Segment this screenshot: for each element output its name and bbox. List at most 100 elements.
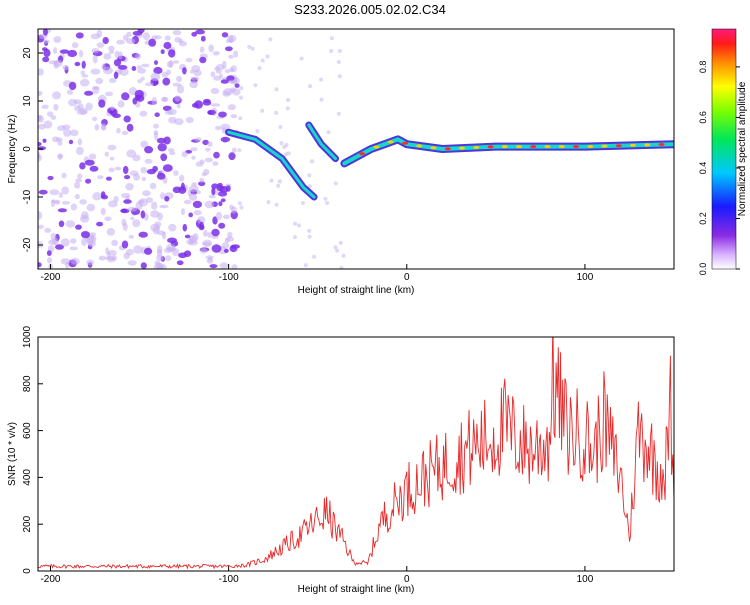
noise-blob (276, 183, 281, 188)
noise-blob (260, 108, 265, 113)
noise-blob (116, 39, 125, 45)
noise-blob (75, 224, 82, 230)
noise-blob (132, 219, 141, 228)
trace-hotspot (473, 146, 480, 149)
noise-blob (307, 234, 312, 239)
noise-blob (130, 216, 135, 221)
noise-blob (163, 136, 171, 145)
trace-hotspot (573, 145, 579, 149)
noise-blob (207, 141, 213, 147)
trace-hotspot (373, 145, 380, 149)
noise-blob (86, 203, 96, 212)
noise-blob (53, 36, 62, 43)
noise-blob (232, 88, 241, 96)
noise-blob (292, 235, 297, 240)
noise-blob (199, 159, 205, 165)
noise-blob (228, 79, 238, 85)
noise-blob (164, 110, 173, 115)
x-tick-label: 100 (577, 574, 594, 585)
noise-blob (132, 30, 143, 36)
noise-blob (74, 181, 81, 189)
noise-blob (220, 79, 229, 84)
noise-blob (208, 44, 214, 53)
noise-blob (303, 263, 308, 268)
noise-blob (216, 185, 224, 192)
noise-blob (204, 200, 215, 209)
noise-blob (172, 82, 182, 87)
noise-blob (53, 103, 59, 111)
noise-blob (220, 136, 231, 143)
noise-blob (68, 81, 77, 91)
noise-blob (274, 110, 279, 115)
noise-blob (68, 98, 78, 107)
noise-blob (38, 211, 43, 220)
noise-blob (74, 193, 80, 200)
y-tick-label: 1000 (22, 325, 33, 348)
noise-blob (218, 222, 226, 229)
noise-blob (104, 151, 110, 157)
trace-hotspot (530, 145, 537, 149)
noise-blob (70, 203, 78, 211)
snr-plot-area (38, 337, 674, 571)
spectrogram-features (38, 29, 674, 269)
noise-blob (255, 129, 260, 134)
noise-blob (92, 86, 100, 90)
noise-blob (141, 176, 147, 182)
noise-blob (88, 153, 97, 160)
noise-blob (125, 38, 136, 44)
trace-hotspot (359, 152, 366, 156)
noise-blob (126, 149, 137, 158)
y-tick-label: -20 (22, 237, 33, 252)
noise-blob (135, 201, 143, 210)
noise-blob (230, 65, 237, 73)
noise-blob (144, 82, 154, 87)
noise-blob (140, 210, 146, 219)
noise-blob (341, 253, 346, 258)
noise-blob (164, 35, 171, 41)
noise-blob (113, 71, 119, 80)
colorbar-tick-label: 0.8 (698, 61, 708, 74)
noise-blob (70, 257, 80, 265)
noise-blob (92, 116, 98, 122)
noise-blob (42, 47, 48, 51)
noise-blob (201, 172, 207, 177)
colorbar-ticks: 0.0 0.2 0.4 0.6 0.8 (698, 61, 740, 275)
noise-blob (233, 50, 239, 58)
noise-blob (333, 245, 338, 250)
noise-blob (75, 178, 83, 183)
noise-blob (118, 51, 123, 60)
noise-blob (61, 201, 71, 205)
noise-blob (307, 184, 312, 189)
noise-blob (179, 41, 187, 47)
noise-blob (47, 257, 53, 264)
noise-blob (213, 151, 220, 159)
noise-blob (237, 201, 242, 206)
noise-blob (300, 201, 305, 205)
noise-blob (117, 100, 125, 108)
noise-blob (200, 35, 206, 42)
noise-blob (247, 45, 252, 49)
noise-blob (202, 100, 212, 106)
noise-blob (176, 260, 184, 266)
noise-blob (223, 214, 230, 220)
noise-blob (185, 116, 194, 124)
noise-blob (109, 77, 117, 84)
noise-blob (65, 220, 76, 228)
noise-blob (307, 228, 312, 233)
noise-blob (176, 103, 181, 109)
colorbar: 0.0 0.2 0.4 0.6 0.8 Normalized spectral ampl… (698, 28, 748, 275)
trace-hotspot (459, 146, 465, 150)
noise-blob (66, 89, 74, 95)
noise-blob (176, 84, 185, 94)
noise-blob (133, 245, 143, 254)
noise-blob (166, 61, 174, 68)
trace-hotspot (658, 143, 665, 146)
noise-blob (319, 77, 324, 82)
noise-blob (172, 186, 182, 194)
noise-blob (145, 197, 154, 203)
noise-blob (221, 32, 229, 38)
noise-blob (77, 138, 83, 146)
noise-blob (85, 178, 92, 184)
